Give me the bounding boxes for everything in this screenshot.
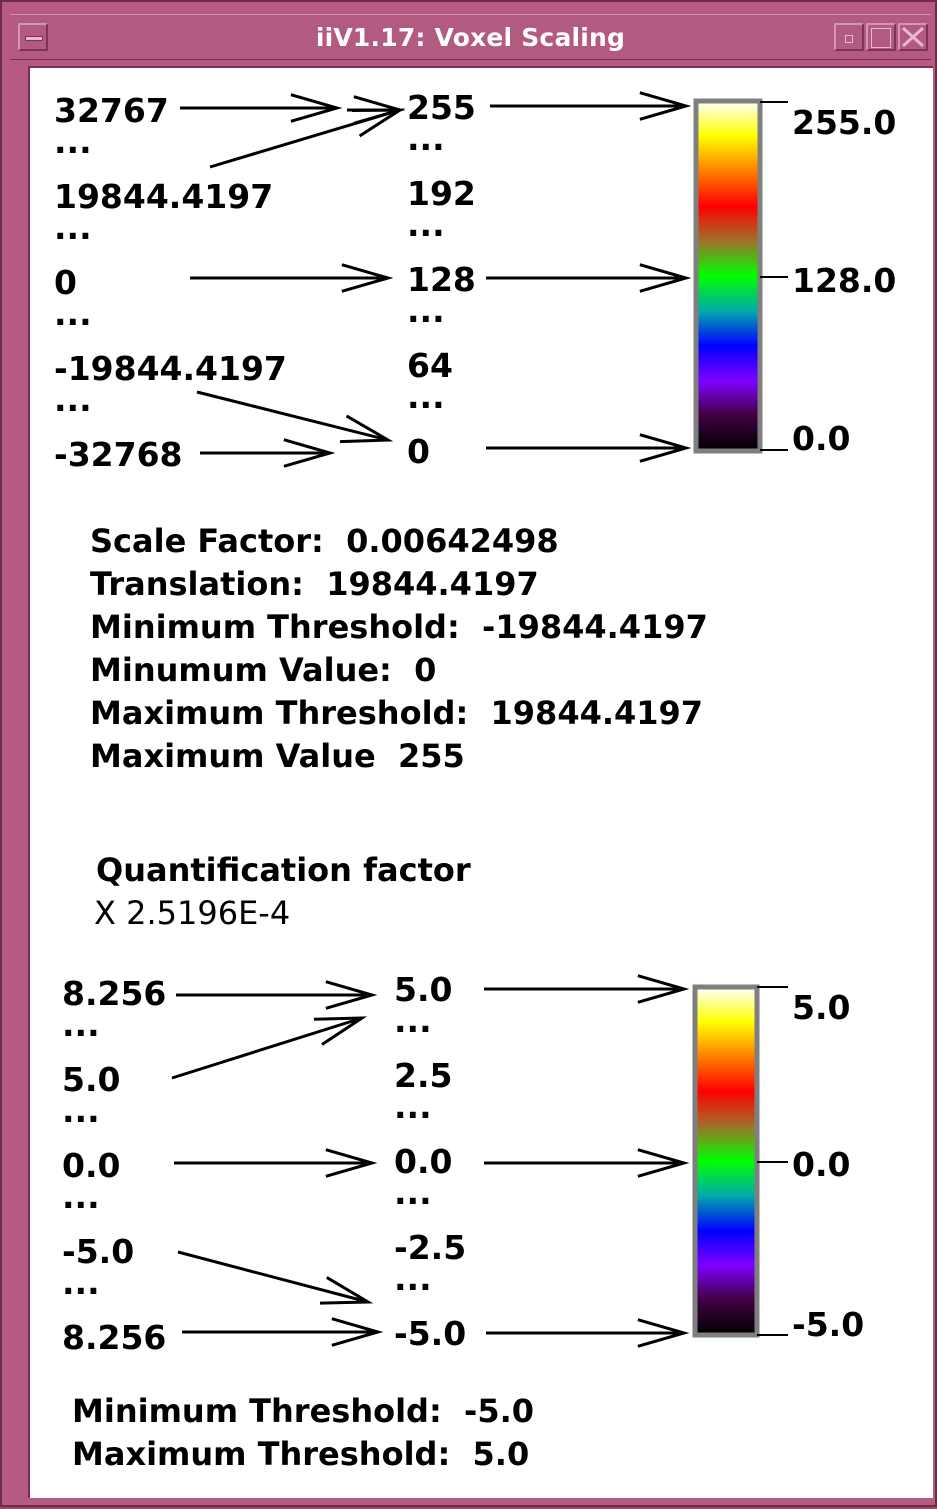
top-colorbar-tick-label-1: 128.0 (792, 261, 897, 300)
maximum-threshold-value: 19844.4197 (490, 694, 704, 732)
translation-value: 19844.4197 (326, 565, 539, 603)
maximize-icon (871, 28, 891, 48)
bottom-input-label-4: 0.0 (62, 1146, 121, 1185)
bottom-input-label-6: -5.0 (62, 1232, 135, 1271)
bottom-output-label-6: -2.5 (394, 1228, 467, 1267)
bottom-maximum-threshold-line: Maximum Threshold: 5.0 (72, 1438, 529, 1470)
arrow-bottom-min-to-neg5 (182, 1317, 384, 1347)
top-input-label-3: ... (54, 208, 92, 247)
top-input-label-7: ... (54, 380, 92, 419)
top-output-label-2: 192 (407, 174, 476, 213)
arrow-top-min-to-clip (200, 438, 336, 468)
maximum-threshold-line: Maximum Threshold: 19844.4197 (90, 697, 703, 729)
top-input-label-6: -19844.4197 (54, 349, 287, 388)
arrow-bottom-max-to-5 (176, 980, 378, 1010)
bottom-minimum-threshold-value: -5.0 (464, 1392, 534, 1430)
close-button[interactable] (898, 23, 928, 51)
minimum-threshold-line: Minimum Threshold: -19844.4197 (90, 611, 708, 643)
bottom-colorbar-tick-label-1: 0.0 (792, 1145, 851, 1184)
translation-line: Translation: 19844.4197 (90, 568, 539, 600)
minimum-value-label: Minumum Value: (90, 651, 392, 689)
bottom-input-label-1: ... (62, 1005, 100, 1044)
top-input-label-1: ... (54, 122, 92, 161)
bottom-input-label-5: ... (62, 1177, 100, 1216)
title-bar[interactable]: iiV1.17: Voxel Scaling (10, 14, 931, 60)
bottom-output-label-5: ... (394, 1173, 432, 1212)
top-output-label-6: 64 (407, 346, 453, 385)
top-input-label-4: 0 (54, 263, 77, 302)
arrow-top-max-to-clip (180, 93, 343, 123)
translation-label: Translation: (90, 565, 304, 603)
top-input-label-8: -32768 (54, 435, 183, 474)
arrow-top-255-to-colorbar (490, 91, 692, 121)
minimum-threshold-label: Minimum Threshold: (90, 608, 460, 646)
window-title: iiV1.17: Voxel Scaling (315, 23, 626, 52)
bottom-input-label-8: 8.256 (62, 1318, 167, 1357)
quantification-title: Quantification factor (96, 851, 471, 889)
scale-factor-line: Scale Factor: 0.00642498 (90, 525, 559, 557)
arrow-top-0-to-colorbar (486, 433, 692, 463)
scaling-panel (28, 66, 933, 1498)
bottom-output-label-0: 5.0 (394, 970, 453, 1009)
maximum-value-value: 255 (398, 737, 465, 775)
bottom-output-label-1: ... (394, 1001, 432, 1040)
top-output-label-5: ... (407, 291, 445, 330)
arrow-bottom-neg5-to-neg5 (177, 1250, 374, 1305)
top-input-label-0: 32767 (54, 91, 169, 130)
bottom-output-label-2: 2.5 (394, 1056, 453, 1095)
minimize-button[interactable] (834, 23, 864, 51)
arrow-bottom-0-to-colorbar (484, 1148, 690, 1178)
bottom-input-label-3: ... (62, 1091, 100, 1130)
bottom-maximum-threshold-label: Maximum Threshold: (72, 1435, 451, 1473)
bottom-input-label-7: ... (62, 1263, 100, 1302)
bottom-colorbar-tick-label-0: 5.0 (792, 988, 851, 1027)
minimum-value-line: Minumum Value: 0 (90, 654, 436, 686)
top-output-label-4: 128 (407, 260, 476, 299)
arrow-top-negthreshold-to-0 (196, 390, 394, 444)
top-colorbar-tick-label-0: 255.0 (792, 103, 897, 142)
maximum-value-label: Maximum Value (90, 737, 376, 775)
quantification-value: X 2.5196E-4 (94, 894, 291, 932)
minimum-value-value: 0 (414, 651, 437, 689)
bottom-input-label-0: 8.256 (62, 974, 167, 1013)
close-icon (901, 26, 925, 48)
top-output-label-0: 255 (407, 88, 476, 127)
arrow-bottom-0-to-0 (174, 1148, 378, 1178)
arrow-bottom-neg5-to-colorbar (486, 1318, 690, 1348)
bottom-minimum-threshold-label: Minimum Threshold: (72, 1392, 442, 1430)
arrow-top-threshold-to-255 (209, 108, 406, 169)
top-output-label-7: ... (407, 377, 445, 416)
scale-factor-label: Scale Factor: (90, 522, 324, 560)
top-output-label-1: ... (407, 119, 445, 158)
bottom-output-label-4: 0.0 (394, 1142, 453, 1181)
colorbar-top (693, 98, 763, 454)
arrow-top-128-to-colorbar (486, 263, 692, 293)
top-output-label-8: 0 (407, 432, 430, 471)
bottom-maximum-threshold-value: 5.0 (472, 1435, 530, 1473)
maximum-threshold-label: Maximum Threshold: (90, 694, 469, 732)
window-menu-button[interactable] (18, 23, 48, 51)
minimum-threshold-value: -19844.4197 (482, 608, 708, 646)
bottom-input-label-2: 5.0 (62, 1060, 121, 1099)
top-input-label-2: 19844.4197 (54, 177, 274, 216)
top-input-label-5: ... (54, 294, 92, 333)
bottom-colorbar-tick-label-2: -5.0 (792, 1305, 865, 1344)
maximize-button[interactable] (866, 23, 896, 51)
bottom-output-label-3: ... (394, 1087, 432, 1126)
top-colorbar-tick-label-2: 0.0 (792, 419, 851, 458)
arrow-bottom-5-to-5 (171, 1016, 368, 1080)
minimize-icon (845, 35, 853, 43)
bottom-minimum-threshold-line: Minimum Threshold: -5.0 (72, 1395, 534, 1427)
top-output-label-3: ... (407, 205, 445, 244)
bottom-output-label-8: -5.0 (394, 1314, 467, 1353)
colorbar-bottom (692, 984, 760, 1338)
maximum-value-line: Maximum Value 255 (90, 740, 465, 772)
arrow-top-0-to-128 (190, 263, 394, 293)
scale-factor-value: 0.00642498 (346, 522, 559, 560)
menu-icon (25, 36, 43, 41)
bottom-output-label-7: ... (394, 1259, 432, 1298)
arrow-bottom-5-to-colorbar (484, 974, 690, 1004)
